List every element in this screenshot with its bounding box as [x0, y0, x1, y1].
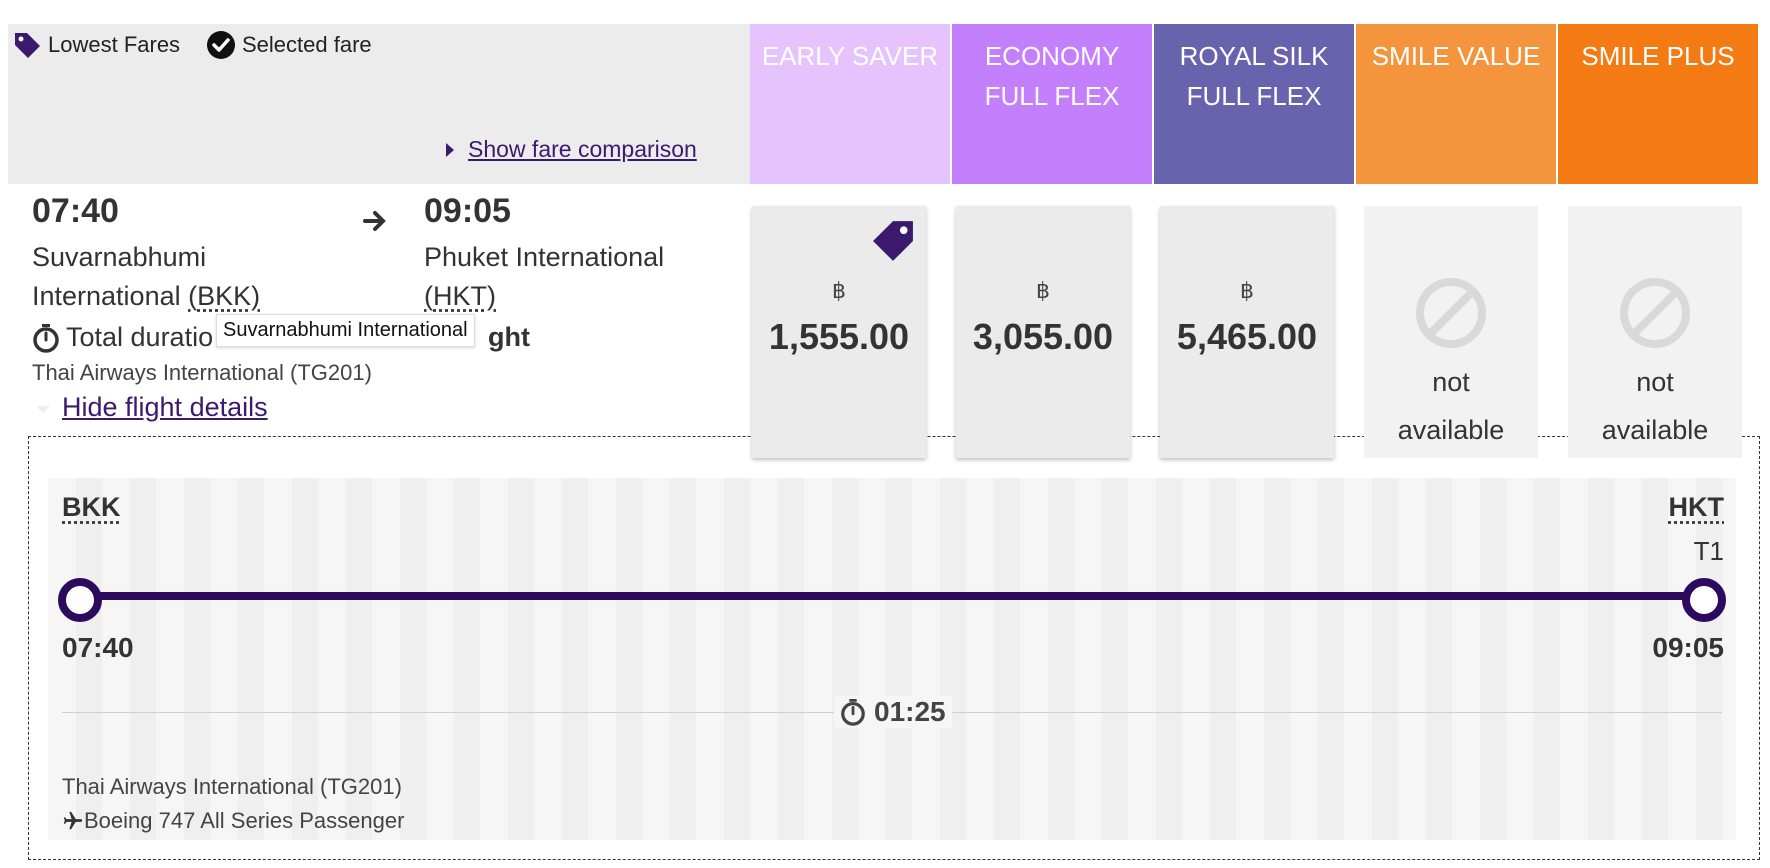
total-duration-label: Total duratio	[66, 322, 214, 352]
arrival-airport: Phuket International (HKT)	[424, 238, 724, 316]
legend-selected-fare-label: Selected fare	[242, 32, 372, 57]
fare-price: 1,555.00	[768, 316, 910, 357]
fare-price: 3,055.00	[972, 316, 1114, 357]
arrival-airport-code[interactable]: (HKT)	[424, 281, 496, 311]
fare-column-label: ROYAL SILK FULL FLEX	[1179, 41, 1329, 111]
fare-price: 5,465.00	[1176, 316, 1318, 357]
stopwatch-icon	[841, 699, 865, 726]
fare-column-label: SMILE VALUE	[1371, 41, 1541, 71]
unavailable-icon	[1416, 278, 1486, 348]
timeline-arrival-time: 09:05	[1652, 632, 1724, 663]
fare-column-economy-full-flex[interactable]: ECONOMY FULL FLEX	[952, 24, 1152, 184]
fare-card-royal-silk-full-flex[interactable]: ฿ 5,465.00	[1160, 206, 1334, 458]
flight-path-line	[78, 592, 1706, 600]
caret-down-icon	[36, 406, 50, 413]
currency-symbol: ฿	[1240, 278, 1254, 303]
hide-flight-details-link[interactable]: Hide flight details	[62, 392, 268, 422]
flight-duration-value: 01:25	[874, 696, 946, 727]
not-available-line1: not	[1432, 367, 1470, 397]
not-available-line2: available	[1397, 415, 1505, 445]
flight-duration: 01:25	[834, 696, 952, 728]
departure-airport-name: Suvarnabhumi International	[32, 242, 207, 311]
flight-timeline-area	[48, 478, 1736, 840]
total-duration: Total duratio	[32, 318, 213, 357]
checkmark-circle-icon	[207, 31, 235, 59]
caret-right-icon	[446, 142, 454, 157]
fare-legend-bar	[8, 24, 752, 184]
timeline-origin-code[interactable]: BKK	[62, 492, 121, 522]
legend-selected-fare: Selected fare	[206, 30, 372, 60]
arrival-airport-name: Phuket International	[424, 242, 665, 272]
fare-card-early-saver[interactable]: ฿ 1,555.00	[752, 206, 926, 458]
fare-column-smile-plus[interactable]: SMILE PLUS	[1558, 24, 1758, 184]
arrival-code-text: HKT	[433, 281, 487, 311]
price-tag-icon	[873, 221, 913, 261]
departure-time: 07:40	[32, 192, 119, 230]
currency-symbol: ฿	[832, 278, 846, 303]
legend-lowest-fares-label: Lowest Fares	[48, 32, 181, 57]
origin-node	[58, 578, 102, 622]
destination-terminal: T1	[1693, 536, 1724, 566]
details-airline: Thai Airways International (TG201)	[62, 774, 402, 799]
destination-node	[1682, 578, 1726, 622]
airport-tooltip: Suvarnabhumi International	[216, 314, 475, 347]
arrival-time: 09:05	[424, 192, 511, 230]
timeline-departure-time: 07:40	[62, 632, 134, 663]
departure-airport: Suvarnabhumi International (BKK)	[32, 238, 332, 316]
currency-symbol: ฿	[1036, 278, 1050, 303]
airline-name: Thai Airways International (TG201)	[32, 360, 372, 385]
fare-card-smile-plus-unavailable: not available	[1568, 206, 1742, 458]
fare-column-label: EARLY SAVER	[761, 41, 939, 71]
arrow-right-icon	[363, 211, 386, 231]
not-available-line2: available	[1601, 415, 1709, 445]
fare-column-royal-silk-full-flex[interactable]: ROYAL SILK FULL FLEX	[1154, 24, 1354, 184]
fare-column-smile-value[interactable]: SMILE VALUE	[1356, 24, 1556, 184]
price-tag-icon	[15, 33, 40, 58]
not-available-text: not available	[1568, 358, 1742, 454]
aircraft-info: Boeing 747 All Series Passenger	[62, 808, 404, 834]
fare-card-smile-value-unavailable: not available	[1364, 206, 1538, 458]
legend-lowest-fares: Lowest Fares	[12, 30, 180, 60]
fare-card-economy-full-flex[interactable]: ฿ 3,055.00	[956, 206, 1130, 458]
not-available-line1: not	[1636, 367, 1674, 397]
fare-column-label: SMILE PLUS	[1581, 41, 1735, 71]
stopwatch-icon	[33, 323, 59, 353]
airplane-icon	[63, 811, 83, 830]
timeline-destination-code[interactable]: HKT	[1668, 492, 1725, 522]
aircraft-type: Boeing 747 All Series Passenger	[84, 808, 405, 833]
show-fare-comparison-link[interactable]: Show fare comparison	[446, 136, 697, 163]
show-fare-comparison-label: Show fare comparison	[468, 136, 697, 162]
unavailable-icon	[1620, 278, 1690, 348]
fare-column-label: ECONOMY FULL FLEX	[984, 41, 1120, 111]
not-available-text: not available	[1364, 358, 1538, 454]
total-duration-suffix: ght	[488, 322, 530, 352]
departure-airport-code[interactable]: (BKK)	[188, 281, 261, 311]
fare-column-early-saver[interactable]: EARLY SAVER	[750, 24, 950, 184]
departure-code-text: BKK	[197, 281, 252, 311]
